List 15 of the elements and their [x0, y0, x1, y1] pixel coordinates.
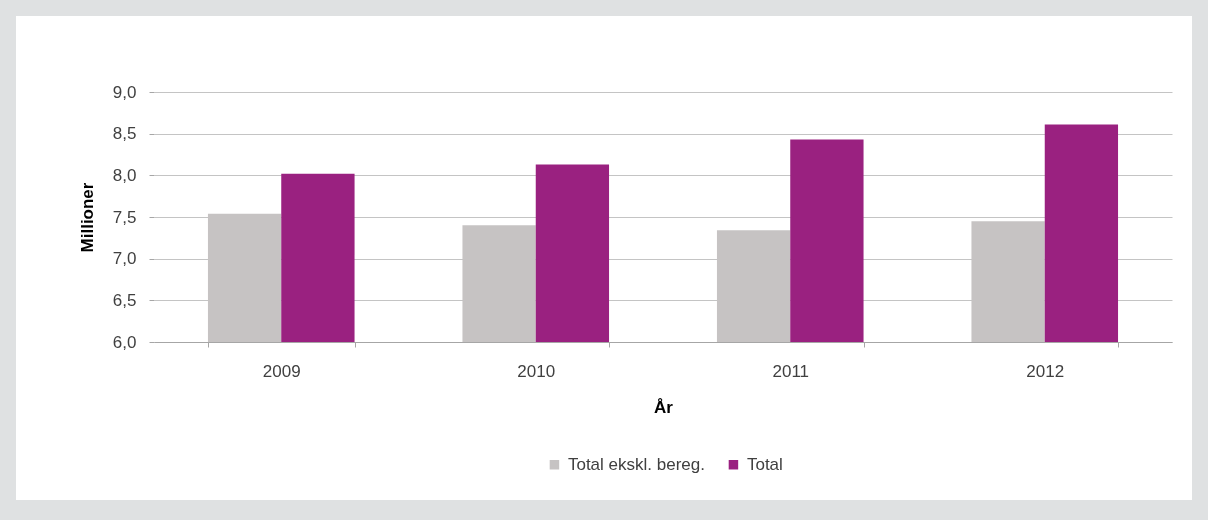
legend-label: Total [746, 454, 783, 474]
y-tick-label: 8,0 [112, 165, 137, 185]
y-tick-label: 7,0 [112, 249, 137, 269]
y-tick-label: 8,5 [112, 124, 137, 144]
x-tick-label: 2010 [517, 361, 556, 381]
y-axis-title: Millioner [77, 182, 97, 253]
x-tick-label: 2012 [1026, 361, 1065, 381]
y-tick-label: 6,5 [112, 290, 137, 310]
y-tick-label: 6,0 [112, 332, 137, 352]
y-tick-label: 7,5 [112, 207, 137, 227]
x-axis-title: År [654, 397, 674, 417]
x-tick-label: 2009 [262, 361, 301, 381]
y-tick-label: 9,0 [112, 82, 137, 102]
legend-label: Total ekskl. bereg. [567, 454, 705, 474]
x-tick-label: 2011 [772, 361, 810, 381]
